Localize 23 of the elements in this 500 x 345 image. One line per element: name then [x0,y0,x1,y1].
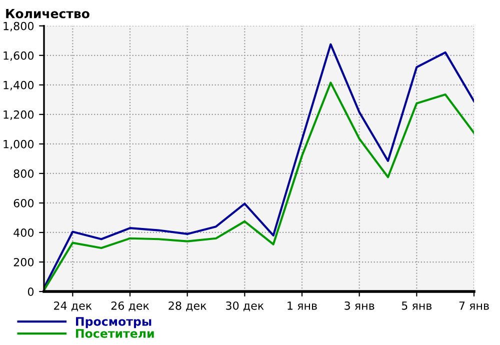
x-tick-label: 28 дек [168,301,206,312]
x-tick-label: 26 дек [111,301,150,312]
y-tick-label: 1,600 [4,51,34,61]
y-tick-label: 1,400 [4,80,34,90]
y-tick-label: 1,000 [4,140,34,150]
x-tick-label: 30 дек [226,301,264,312]
legend-label: Просмотры [76,317,152,328]
y-tick-label: 1,800 [4,22,34,32]
line-series [44,82,474,292]
x-tick-label: 1 янв [288,302,317,310]
y-tick-label: 200 [14,258,34,266]
x-tick-label: 5 янв [402,302,432,310]
line-series [44,43,474,289]
y-tick-label: 600 [14,198,34,208]
x-tick-label: 7 янв [459,302,489,310]
x-tick-label: 24 дек [54,301,92,312]
y-tick-label: 0 [28,288,34,296]
legend-label: Посетители [76,329,154,338]
y-tick-label: 800 [14,169,34,178]
y-tick-label: 400 [14,228,34,237]
x-tick-label: 3 янв [344,301,374,310]
chart-title: Количество [6,9,90,18]
y-tick-label: 1,200 [4,110,34,120]
